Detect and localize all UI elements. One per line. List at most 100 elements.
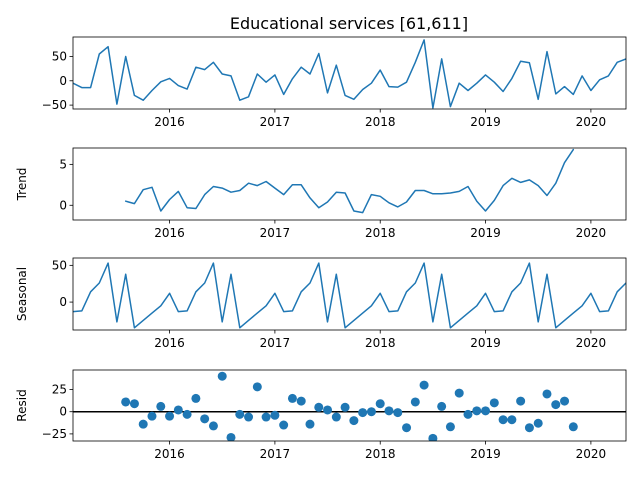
x-tick-label: 2019 [470,336,501,350]
resid-point [244,412,254,422]
resid-point [331,412,341,422]
plot-area-seasonal [73,262,626,329]
resid-point [463,409,473,419]
y-tick-label: 25 [52,383,67,397]
resid-point [472,406,482,416]
resid-point [445,422,455,432]
resid-point [437,401,447,411]
x-tick-label: 2018 [365,226,396,240]
x-tick-label: 2019 [470,115,501,129]
resid-point [524,423,534,433]
y-tick-label: −25 [42,427,67,441]
x-tick-label: 2020 [576,447,607,461]
y-tick-label: 0 [59,198,67,212]
resid-point [235,409,245,419]
axes-frame [72,147,627,221]
x-tick-label: 2019 [470,447,501,461]
axes-frame [72,36,627,110]
resid-point [182,409,192,419]
resid-point [516,396,526,406]
x-tick-label: 2020 [576,115,607,129]
x-tick-label: 2016 [154,336,185,350]
resid-point [507,415,517,425]
trend-line [124,148,575,214]
y-axis-label: Seasonal [15,267,29,321]
resid-point [489,398,499,408]
y-tick-label: 50 [52,49,67,63]
y-tick-label: 50 [52,258,67,272]
resid-point [270,410,280,420]
x-tick-label: 2016 [154,447,185,461]
plot-area-trend [124,148,575,214]
resid-point [279,420,289,430]
resid-point [454,388,464,398]
resid-point [560,396,570,406]
x-tick-label: 2020 [576,226,607,240]
resid-point [393,408,403,418]
resid-point [173,405,183,415]
resid-point [498,415,508,425]
y-tick-label: 0 [59,405,67,419]
panel-trend: 2016 2017 2018 2019 2020 0 5 Trend [15,147,627,240]
observed-line [73,39,626,109]
x-tick-label: 2017 [260,336,291,350]
resid-point [226,432,236,441]
resid-point [384,406,394,416]
x-tick-label: 2017 [260,226,291,240]
plot-area-resid [73,371,626,441]
resid-point [419,380,429,390]
panel-observed: 2016 2017 2018 2019 2020 −50 0 50 [42,36,627,129]
resid-point [340,402,350,412]
resid-point [129,399,139,409]
x-tick-label: 2018 [365,447,396,461]
seasonal-line [73,262,626,329]
x-tick-label: 2018 [365,115,396,129]
y-tick-label: 5 [59,157,67,171]
resid-point [323,405,333,415]
y-tick-label: −50 [42,98,67,112]
resid-point [296,396,306,406]
resid-point [138,419,148,429]
x-tick-label: 2016 [154,115,185,129]
resid-point [358,408,368,418]
axes-frame [72,257,627,331]
resid-point [191,393,201,403]
resid-point [208,421,218,431]
resid-point [349,416,359,426]
x-tick-label: 2017 [260,115,291,129]
resid-point [551,400,561,410]
resid-point [121,397,131,407]
panel-seasonal: 2016 2017 2018 2019 2020 0 50 Seasonal [15,257,627,350]
x-tick-label: 2016 [154,226,185,240]
x-tick-label: 2017 [260,447,291,461]
x-tick-label: 2020 [576,336,607,350]
y-axis-label: Trend [15,168,29,202]
resid-point [156,401,166,411]
resid-point [481,406,491,416]
plot-area-observed [73,39,626,109]
resid-point [147,411,157,421]
panel-resid: 2016 2017 2018 2019 2020 −25 0 25 Resid [15,369,627,461]
resid-point [287,393,297,403]
resid-point [252,382,262,392]
y-tick-label: 0 [59,295,67,309]
resid-point [428,433,438,441]
resid-point [375,399,385,409]
resid-point [200,414,210,424]
y-axis-label: Resid [15,389,29,421]
resid-point [261,412,271,422]
axes-frame [72,369,627,442]
x-tick-label: 2019 [470,226,501,240]
resid-point [568,422,578,432]
resid-point [410,397,420,407]
chart-title: Educational services [61,611] [230,14,468,33]
resid-point [314,402,324,412]
resid-point [305,419,315,429]
y-tick-label: 0 [59,74,67,88]
resid-point [366,407,376,417]
resid-point [217,371,227,381]
resid-point [533,418,543,428]
resid-point [165,411,175,421]
